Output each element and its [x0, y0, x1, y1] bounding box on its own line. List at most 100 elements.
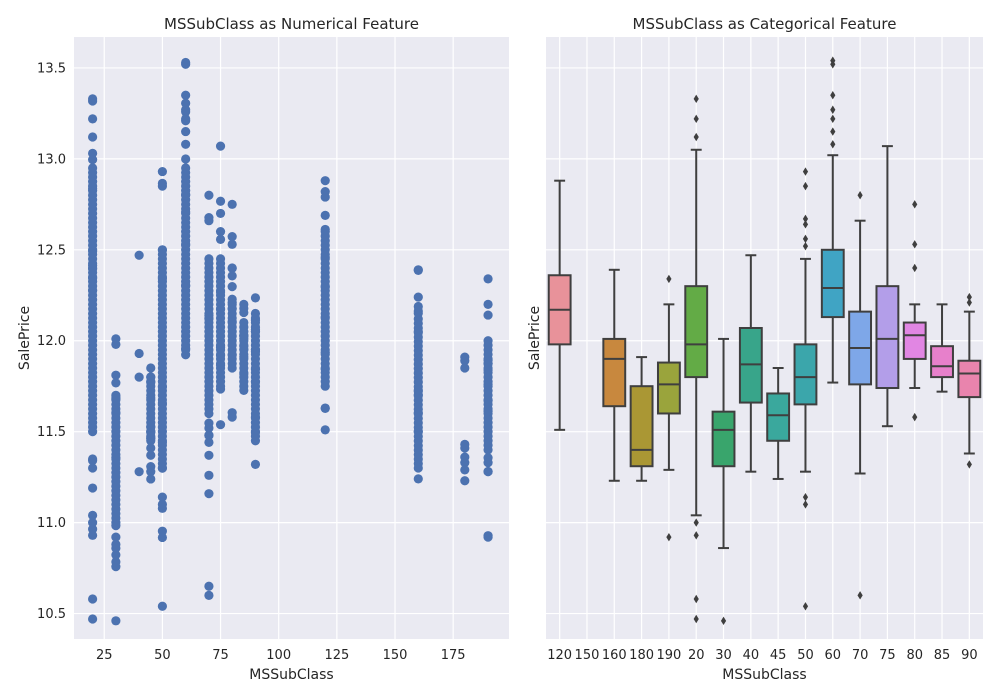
scatter-point — [215, 254, 226, 264]
box-190 — [656, 274, 681, 542]
scatter-point — [239, 369, 249, 379]
boxplot-x-tick-label: 120 — [547, 648, 572, 663]
scatter-point — [215, 420, 226, 430]
scatter-group-70 — [204, 190, 214, 600]
box-body — [602, 337, 627, 408]
scatter-point — [483, 379, 493, 389]
scatter-point — [111, 334, 121, 344]
scatter-point — [320, 176, 330, 186]
scatter-point — [204, 216, 214, 226]
scatter-point — [181, 154, 191, 164]
boxplot-x-tick-label: 180 — [629, 648, 654, 663]
scatter-group-80 — [227, 199, 237, 422]
box-flier — [720, 616, 727, 626]
box-flier — [802, 492, 809, 502]
scatter-point — [460, 439, 470, 449]
scatter-x-tick-label: 175 — [441, 648, 466, 663]
scatter-point — [204, 418, 214, 428]
scatter-group-90 — [250, 293, 261, 470]
box-body — [820, 248, 845, 319]
scatter-group-160 — [413, 265, 423, 484]
box-90 — [957, 292, 982, 469]
scatter-point — [320, 403, 330, 413]
scatter-point — [320, 210, 330, 220]
scatter-point — [413, 408, 423, 418]
scatter-point — [215, 234, 226, 245]
box-flier — [857, 591, 863, 600]
scatter-point — [88, 148, 98, 158]
scatter-point — [157, 492, 167, 502]
box-flier — [693, 531, 699, 540]
boxplot-title: MSSubClass as Categorical Feature — [633, 15, 897, 33]
scatter-point — [215, 287, 226, 297]
box-flier — [830, 127, 836, 136]
box-85 — [930, 303, 954, 393]
scatter-point — [239, 341, 249, 351]
scatter-point — [483, 532, 493, 542]
scatter-point — [181, 114, 191, 124]
scatter-point — [239, 307, 249, 318]
scatter-point — [181, 90, 191, 100]
box-flier — [966, 292, 972, 302]
scatter-point — [181, 190, 191, 200]
box-40 — [738, 254, 763, 473]
scatter-group-45 — [146, 363, 156, 484]
boxplot-y-axis-label: SalePrice — [527, 306, 543, 370]
box-flier — [857, 191, 863, 200]
box-body — [930, 345, 954, 379]
scatter-point — [157, 166, 167, 177]
scatter-point — [227, 271, 237, 281]
scatter-point — [181, 126, 191, 137]
scatter-point — [146, 377, 156, 387]
box-flier — [830, 105, 836, 114]
boxplot-x-tick-label: 40 — [743, 648, 760, 663]
scatter-point — [111, 407, 121, 417]
scatter-group-60 — [181, 57, 191, 360]
scatter-group-120 — [320, 176, 330, 435]
box-body — [629, 385, 654, 468]
scatter-point — [239, 299, 249, 309]
box-flier — [693, 594, 699, 604]
box-flier — [966, 460, 972, 469]
box-flier — [802, 214, 809, 224]
scatter-point — [88, 454, 98, 464]
scatter-x-axis-label: MSSubClass — [249, 667, 333, 683]
box-flier — [693, 518, 699, 527]
scatter-point — [157, 382, 167, 392]
boxplot-x-tick-label: 45 — [770, 648, 787, 663]
scatter-point — [88, 163, 98, 173]
scatter-x-tick-label: 25 — [96, 648, 113, 663]
scatter-point — [227, 232, 237, 242]
scatter-point — [215, 384, 226, 394]
boxplot-x-tick-label: 70 — [852, 648, 869, 663]
scatter-point — [88, 530, 98, 540]
scatter-point — [111, 539, 121, 550]
scatter-x-tick-label: 125 — [324, 648, 349, 663]
scatter-y-tick-label: 12.5 — [37, 243, 66, 258]
scatter-point — [227, 317, 237, 327]
scatter-point — [320, 312, 330, 322]
scatter-point — [134, 372, 144, 382]
scatter-point — [227, 239, 237, 249]
scatter-point — [239, 317, 249, 328]
scatter-point — [227, 263, 237, 273]
scatter-x-tick-label: 75 — [212, 648, 229, 663]
boxplot-x-tick-label: 80 — [906, 648, 923, 663]
scatter-group-190 — [483, 274, 493, 542]
scatter-group-20 — [88, 94, 98, 624]
scatter-point — [483, 336, 493, 346]
scatter-point — [215, 208, 226, 219]
scatter-point — [227, 350, 237, 360]
box-flier — [912, 263, 918, 273]
box-80 — [902, 200, 927, 422]
scatter-point — [320, 348, 330, 358]
scatter-point — [413, 385, 423, 395]
scatter-point — [250, 327, 261, 337]
scatter-point — [181, 163, 191, 173]
scatter-point — [215, 351, 226, 361]
box-body — [875, 285, 900, 390]
scatter-point — [146, 467, 156, 477]
scatter-group-50 — [157, 166, 167, 611]
boxplot-x-tick-label: 30 — [715, 648, 732, 663]
scatter-point — [157, 274, 167, 284]
